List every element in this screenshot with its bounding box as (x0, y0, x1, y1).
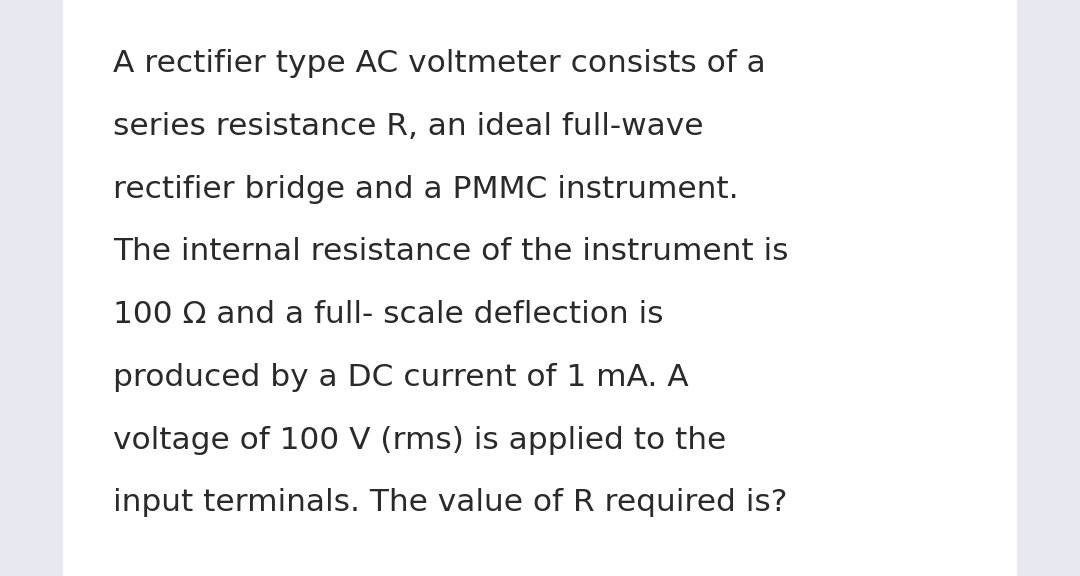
Text: series resistance R, an ideal full-wave: series resistance R, an ideal full-wave (113, 112, 704, 141)
Text: voltage of 100 V (rms) is applied to the: voltage of 100 V (rms) is applied to the (113, 426, 727, 454)
Text: The internal resistance of the instrument is: The internal resistance of the instrumen… (113, 237, 788, 266)
Text: 100 Ω and a full- scale deflection is: 100 Ω and a full- scale deflection is (113, 300, 664, 329)
Text: produced by a DC current of 1 mA. A: produced by a DC current of 1 mA. A (113, 363, 689, 392)
Text: input terminals. The value of R required is?: input terminals. The value of R required… (113, 488, 787, 517)
Text: A rectifier type AC voltmeter consists of a: A rectifier type AC voltmeter consists o… (113, 49, 766, 78)
Text: rectifier bridge and a PMMC instrument.: rectifier bridge and a PMMC instrument. (113, 175, 739, 203)
